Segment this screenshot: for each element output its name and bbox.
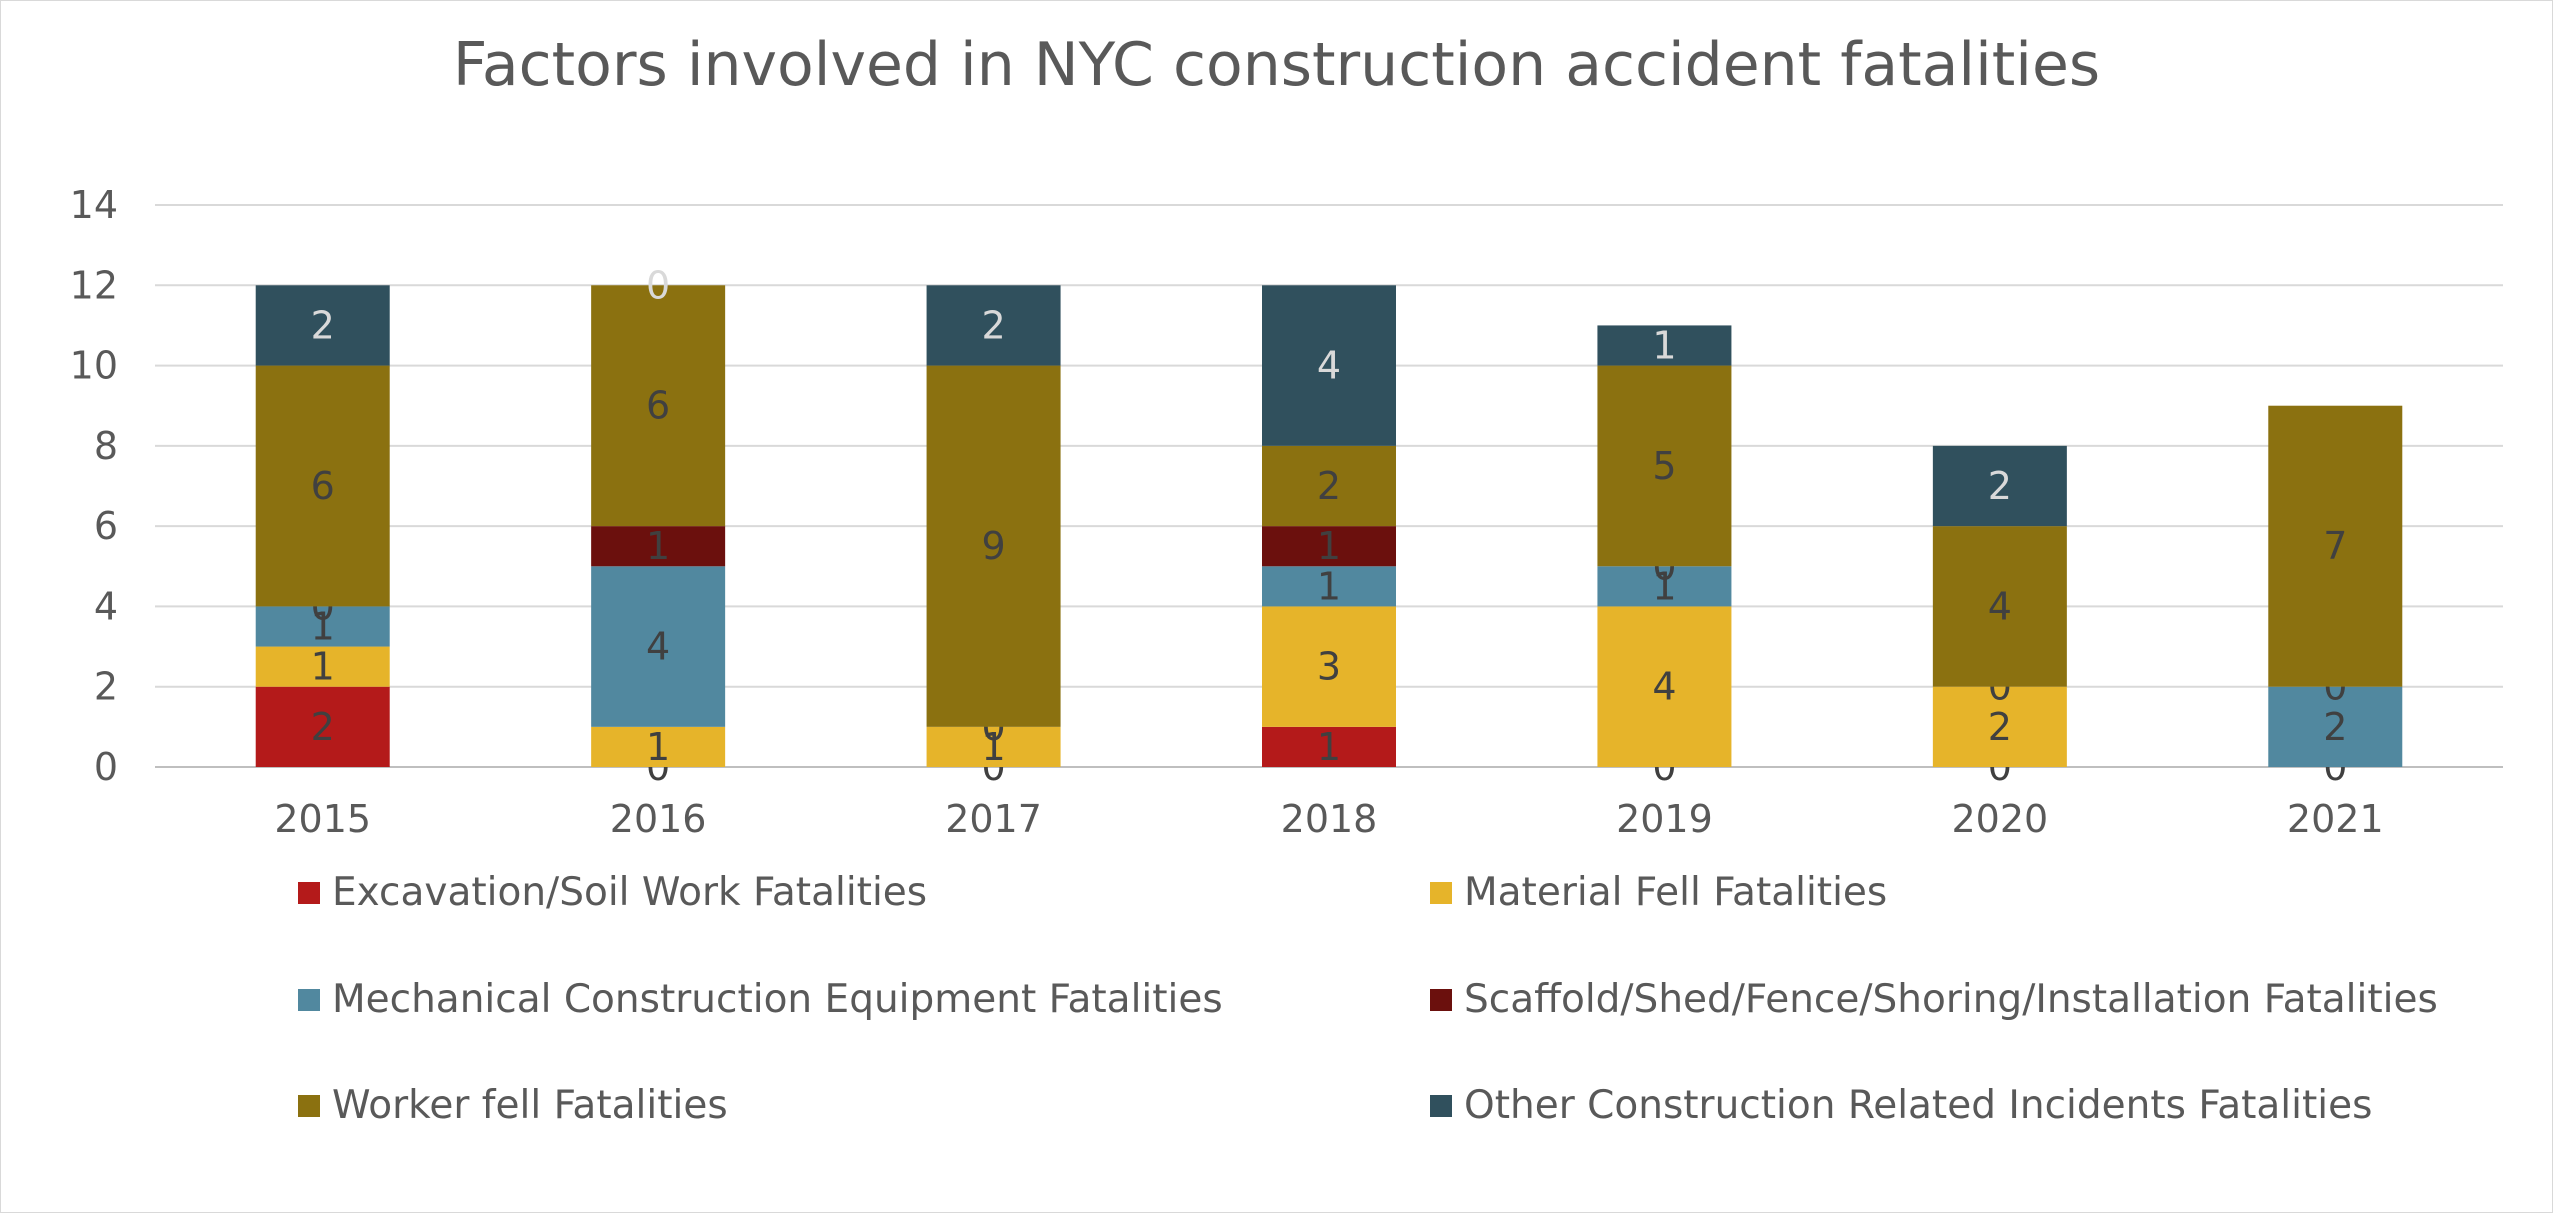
legend-item: Worker fell Fatalities <box>298 1083 728 1128</box>
data-label: 9 <box>981 524 1005 568</box>
bar-segment <box>926 285 1061 366</box>
data-label: 2 <box>1988 705 2012 749</box>
legend-swatch <box>1430 1094 1452 1117</box>
bar-segment <box>1597 365 1732 567</box>
data-label: 1 <box>1317 524 1341 568</box>
bar-segment <box>1932 526 2067 687</box>
data-label: 1 <box>1317 725 1341 769</box>
legend-swatch <box>298 1094 320 1117</box>
x-tick-label: 2018 <box>1281 797 1378 841</box>
bar-segment <box>2268 686 2403 767</box>
bar-segment <box>255 365 390 607</box>
legend-label: Excavation/Soil Work Fatalities <box>332 870 928 915</box>
legend-swatch <box>298 881 320 904</box>
data-label: 2 <box>1317 464 1341 508</box>
bar-segment <box>255 606 390 647</box>
data-label: 6 <box>311 464 335 508</box>
y-tick-label: 12 <box>70 263 118 307</box>
data-label: 4 <box>1988 584 2012 628</box>
legend-label: Mechanical Construction Equipment Fatali… <box>332 977 1223 1022</box>
data-label: 1 <box>311 645 335 689</box>
bar-segment <box>1262 285 1396 446</box>
data-label: 1 <box>646 725 670 769</box>
x-tick-label: 2021 <box>2287 797 2384 841</box>
data-label: 4 <box>646 625 670 669</box>
legend-label: Worker fell Fatalities <box>332 1083 728 1128</box>
bar-segment <box>255 646 390 687</box>
bar-segment <box>926 726 1061 767</box>
data-label: 2 <box>1988 464 2012 508</box>
legend-item: Mechanical Construction Equipment Fatali… <box>298 977 1223 1022</box>
data-label: 5 <box>1652 444 1676 488</box>
data-label: 7 <box>2323 524 2347 568</box>
data-label: 2 <box>311 303 335 347</box>
bar-segment <box>591 526 726 567</box>
bar-segment <box>1932 686 2067 767</box>
data-label: 2 <box>2323 705 2347 749</box>
data-label: 1 <box>1652 324 1676 368</box>
data-label: 0 <box>646 263 670 307</box>
data-label: 2 <box>981 303 1005 347</box>
y-tick-label: 4 <box>94 584 118 628</box>
data-label: 1 <box>1317 564 1341 608</box>
y-tick-label: 8 <box>94 424 118 468</box>
bar-segment <box>591 285 726 527</box>
bar-segment <box>1262 566 1396 607</box>
data-label: 1 <box>311 605 335 649</box>
legend-item: Excavation/Soil Work Fatalities <box>298 870 927 915</box>
chart-plot: 0246810121421106220150141602016010922017… <box>70 183 2503 841</box>
legend-label: Material Fell Fatalities <box>1464 870 1888 915</box>
data-label: 2 <box>311 705 335 749</box>
x-tick-label: 2020 <box>1951 797 2048 841</box>
chart-title: Factors involved in NYC construction acc… <box>452 30 2101 100</box>
bar-segment <box>591 566 726 727</box>
legend-item: Material Fell Fatalities <box>1430 870 1887 915</box>
data-label: 4 <box>1652 665 1676 709</box>
y-tick-label: 14 <box>70 183 118 227</box>
legend-swatch <box>1430 881 1452 904</box>
bar-segment <box>1262 445 1396 527</box>
data-label: 4 <box>1317 344 1341 388</box>
bar-segment <box>255 686 390 767</box>
legend-swatch <box>298 988 320 1011</box>
bar-segment <box>1932 445 2067 527</box>
legend-item: Other Construction Related Incidents Fat… <box>1430 1083 2372 1128</box>
y-tick-label: 0 <box>94 745 118 789</box>
bar-segment <box>2268 405 2403 687</box>
x-tick-label: 2017 <box>945 797 1042 841</box>
x-tick-label: 2019 <box>1616 797 1713 841</box>
legend-item: Scaffold/Shed/Fence/Shoring/Installation… <box>1430 977 2438 1022</box>
x-tick-label: 2015 <box>274 797 371 841</box>
x-tick-label: 2016 <box>610 797 707 841</box>
chart-legend: Excavation/Soil Work Fatalities Material … <box>0 870 2553 1170</box>
bar-segment <box>1262 726 1396 767</box>
bar-segment <box>1262 526 1396 567</box>
data-label: 6 <box>646 384 670 428</box>
bar-segment <box>1262 606 1396 727</box>
y-tick-label: 6 <box>94 504 118 548</box>
bar-segment <box>1597 325 1732 366</box>
y-tick-label: 10 <box>70 344 118 388</box>
bar-segment <box>1597 566 1732 607</box>
bar-segment <box>255 285 390 366</box>
legend-label: Other Construction Related Incidents Fat… <box>1464 1083 2373 1128</box>
data-label: 1 <box>981 725 1005 769</box>
data-label: 1 <box>646 524 670 568</box>
bar-segment <box>591 726 726 767</box>
data-label: 3 <box>1317 645 1341 689</box>
legend-label: Scaffold/Shed/Fence/Shoring/Installation… <box>1464 977 2438 1022</box>
bar-segment <box>1597 606 1732 767</box>
legend-swatch <box>1430 988 1452 1011</box>
data-label: 1 <box>1652 564 1676 608</box>
y-tick-label: 2 <box>94 665 118 709</box>
bar-segment <box>926 365 1061 727</box>
